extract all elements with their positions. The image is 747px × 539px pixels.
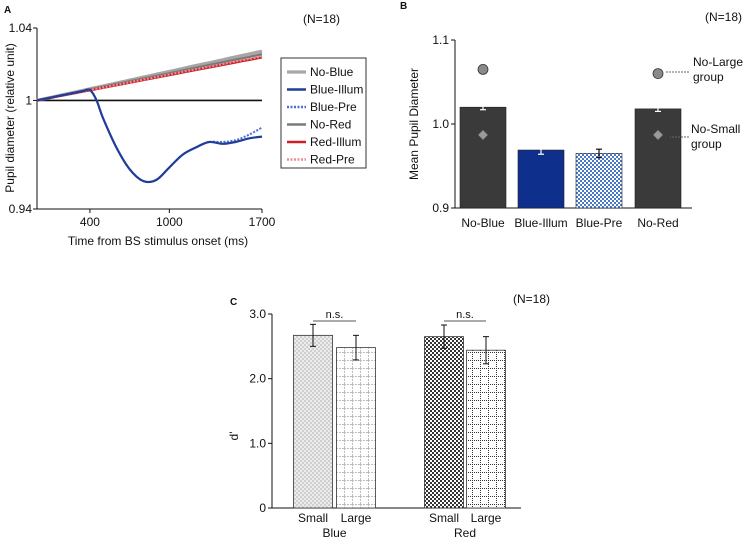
legend-label: Red-Pre — [310, 153, 355, 167]
panel-c-y-ticks: 0 1.0 2.0 3.0 — [249, 307, 272, 515]
panel-c-bars — [293, 323, 506, 509]
y-tick-label: 3.0 — [249, 307, 266, 321]
y-tick-label: 2.0 — [249, 372, 266, 386]
panel-b-n-label: (N=18) — [705, 10, 742, 24]
panel-b-x-ticks: No-Blue Blue-Illum Blue-Pre No-Red — [461, 216, 678, 230]
legend-label: Blue-Pre — [310, 100, 357, 114]
panel-a: A (N=18) 0.94 1 1.04 400 1000 1700 Time from… — [3, 5, 367, 248]
x-tick-label: Small — [429, 511, 459, 525]
y-tick-label: 1.04 — [9, 21, 33, 35]
panel-a-legend: No-Blue Blue-Illum Blue-Pre No-Red Red-Illum… — [280, 57, 367, 169]
x-tick-label: No-Red — [637, 216, 678, 230]
panel-b: B (N=18) 0.9 1.0 1.1 No-Blue Blue-Illum Blue… — [400, 1, 743, 230]
bar-no-blue — [459, 106, 507, 209]
panel-c-significance: n.s. n.s. — [313, 309, 486, 322]
bar-blue-pre — [575, 153, 623, 209]
bar-red-large — [466, 349, 506, 509]
panel-c: C (N=18) 0 1.0 2.0 3.0 n.s. n.s. Small Large S… — [227, 292, 550, 539]
panel-b-y-label: Mean Pupil Diameter — [407, 68, 421, 180]
y-tick-label: 0.9 — [432, 201, 449, 215]
bar-no-red — [634, 108, 682, 209]
panel-a-n-label: (N=18) — [303, 12, 340, 26]
legend-box — [280, 57, 367, 169]
x-tick-label: Small — [298, 511, 328, 525]
small-group-marker — [477, 129, 489, 141]
x-tick-label: Blue-Illum — [514, 216, 567, 230]
y-tick-label: 0 — [259, 501, 266, 515]
y-tick-label: 1.0 — [249, 436, 266, 450]
y-tick-label: 1 — [25, 93, 32, 107]
y-tick-label: 1.0 — [432, 117, 449, 131]
legend-label: Blue-Illum — [310, 83, 363, 97]
panel-c-n-label: (N=18) — [513, 292, 550, 306]
group-label: Blue — [322, 526, 346, 539]
large-group-annotation: No-Large group — [693, 55, 743, 84]
x-tick-label: No-Blue — [461, 216, 505, 230]
panel-a-axes — [36, 28, 262, 210]
legend-label: No-Red — [310, 118, 351, 132]
x-tick-label: Large — [341, 511, 372, 525]
panel-a-letter: A — [4, 5, 11, 16]
small-group-marker — [652, 129, 664, 141]
legend-label: No-Blue — [310, 65, 354, 79]
panel-c-y-label: d' — [227, 432, 241, 441]
y-tick-label: 1.1 — [432, 33, 449, 47]
x-tick-label: 1700 — [249, 215, 276, 229]
panel-a-y-label: Pupil diameter (relative unit) — [3, 43, 17, 192]
panel-b-letter: B — [400, 1, 407, 12]
series-line-blue-pre — [36, 88, 263, 184]
panel-a-x-label: Time from BS stimulus onset (ms) — [68, 234, 248, 248]
panel-a-y-ticks: 0.94 1 1.04 — [9, 21, 37, 216]
panel-b-y-ticks: 0.9 1.0 1.1 — [432, 33, 455, 215]
panel-a-x-ticks: 400 1000 1700 — [80, 209, 276, 229]
y-tick-label: 0.94 — [9, 202, 33, 216]
legend-label: Red-Illum — [310, 135, 361, 149]
x-tick-label: 400 — [80, 215, 100, 229]
series-line-blue-illum — [36, 88, 263, 184]
panel-b-group-markers — [477, 64, 664, 141]
bar-blue-small — [293, 334, 333, 509]
large-group-marker — [652, 68, 664, 79]
panel-c-letter: C — [230, 297, 237, 308]
x-tick-label: Large — [471, 511, 502, 525]
legend-entries: No-Blue Blue-Illum Blue-Pre No-Red Red-Illum… — [287, 65, 363, 167]
panel-a-series-lines — [36, 49, 263, 184]
group-label: Red — [454, 526, 476, 539]
bar-blue-large — [336, 347, 376, 509]
panel-b-bars — [459, 104, 682, 209]
significance-label: n.s. — [456, 309, 474, 321]
x-tick-label: 1000 — [156, 215, 183, 229]
bar-blue-illum — [517, 149, 565, 209]
bar-red-small — [424, 336, 464, 509]
significance-label: n.s. — [326, 309, 344, 321]
x-tick-label: Blue-Pre — [576, 216, 623, 230]
large-group-marker — [477, 64, 489, 75]
small-group-annotation: No-Small group — [691, 122, 740, 151]
